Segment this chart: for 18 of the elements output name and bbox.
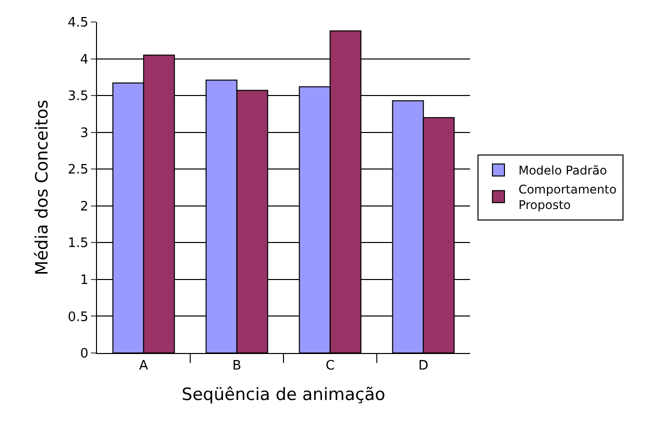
x-tick-label: A bbox=[139, 358, 148, 374]
y-tick-label: 4.5 bbox=[68, 16, 88, 31]
y-tick-label: 0.5 bbox=[68, 310, 88, 325]
legend-label: Comportamento Proposto bbox=[518, 182, 617, 212]
y-tick-label: 1 bbox=[80, 272, 88, 288]
y-axis-title: Média dos Conceitos bbox=[32, 100, 52, 276]
y-tick-label: 3.5 bbox=[68, 89, 88, 104]
y-tick-label: 0 bbox=[80, 346, 88, 362]
y-tick-label: 2.5 bbox=[68, 162, 88, 178]
x-tick-label: D bbox=[418, 358, 428, 374]
x-tick-label: B bbox=[232, 358, 242, 374]
legend-label: Modelo Padrão bbox=[518, 164, 607, 178]
x-axis-title: Seqüência de animação bbox=[182, 385, 386, 405]
y-tick-label: 1.5 bbox=[68, 236, 88, 252]
y-tick-label: 2 bbox=[80, 199, 88, 214]
y-tick-label: 4 bbox=[80, 52, 88, 68]
y-tick-label: 3 bbox=[80, 126, 88, 141]
x-tick-label: C bbox=[326, 358, 335, 374]
